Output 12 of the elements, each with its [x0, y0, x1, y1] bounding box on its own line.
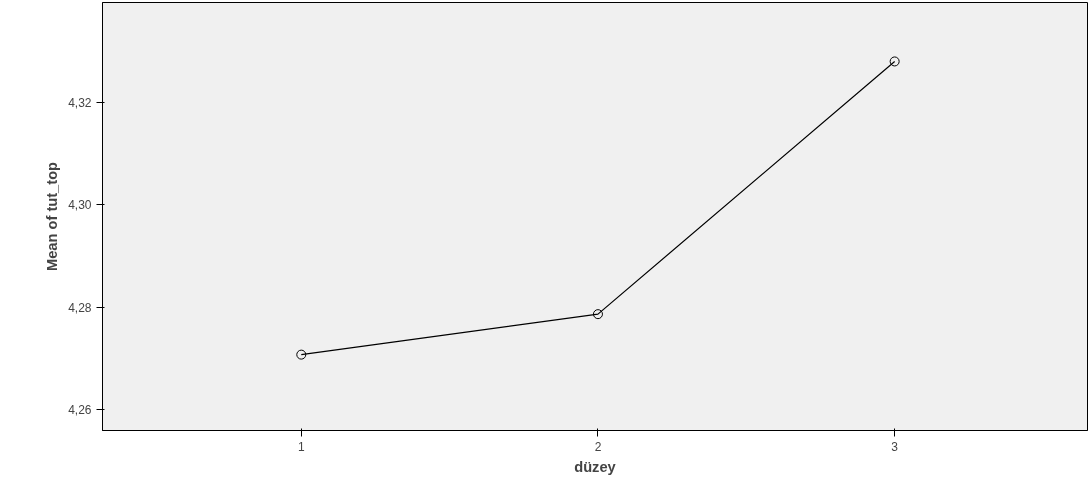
point [889, 56, 900, 67]
x-tick-label: 2 [594, 439, 602, 454]
y-tick-label: 4,30 [68, 198, 92, 213]
x-axis-title: düzey [574, 458, 617, 475]
y-axis-title: Mean of tut_top [44, 161, 61, 272]
x-tick-label: 1 [297, 439, 305, 454]
y-tick-label: 4,32 [68, 95, 92, 110]
y-tick-label: 4,28 [68, 300, 92, 315]
point [592, 309, 603, 320]
x-tick-label: 3 [891, 439, 899, 454]
y-tick-label: 4,26 [68, 403, 92, 418]
point [296, 349, 307, 360]
